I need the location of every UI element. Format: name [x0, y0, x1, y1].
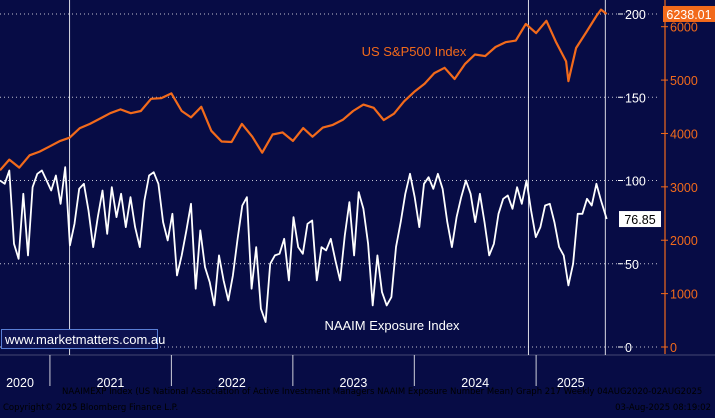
- sp500-axis-tick-6000: 6000: [670, 21, 698, 35]
- footer-description-row: NAAIMEXP Index (US National Association …: [0, 387, 715, 399]
- naaim-last-value-box: [619, 211, 661, 228]
- watermark-link[interactable]: www.marketmatters.com.au: [1, 329, 165, 349]
- naaim-axis-tick-50: 50: [625, 258, 639, 272]
- sp500-axis-tick-5000: 5000: [670, 74, 698, 88]
- sp500-axis-tick-3000: 3000: [670, 181, 698, 195]
- footer-description: NAAIMEXP Index (US National Association …: [62, 387, 703, 397]
- sp500-series-label: US S&P500 Index: [362, 44, 467, 59]
- series-layer: [0, 8, 608, 323]
- sp500-axis-tick-2000: 2000: [670, 234, 698, 248]
- footer-timestamp: 03-Aug-2025 08:19:02: [615, 403, 711, 413]
- naaim-last-value-label: 76.85: [624, 213, 655, 227]
- year-label-2020: 2020: [6, 376, 34, 390]
- naaim-axis-tick-150: 150: [625, 91, 646, 105]
- year-label-2024: 2024: [461, 376, 489, 390]
- sp500-axis-tick-4000: 4000: [670, 127, 698, 141]
- footer-copyright: Copyright© 2025 Bloomberg Finance L.P.: [3, 403, 179, 413]
- sp500-series-line: [0, 8, 608, 172]
- time-axis-bar: [0, 355, 715, 386]
- naaim-series-line: [0, 166, 608, 323]
- sp500-last-value-label: 6238.01: [666, 8, 711, 22]
- footer-meta-row: Copyright© 2025 Bloomberg Finance L.P. 0…: [0, 403, 715, 415]
- naaim-series-label: NAAIM Exposure Index: [324, 318, 460, 333]
- year-label-2022: 2022: [218, 376, 246, 390]
- naaim-axis-tick-200: 200: [625, 8, 646, 22]
- time-axis: 2020 2021 2022 2023 2024 2025: [0, 354, 715, 390]
- sp500-axis-tick-0: 0: [670, 341, 677, 355]
- axis-layer: 0501001502000100020003000400050006000623…: [618, 0, 715, 355]
- naaim-axis-tick-100: 100: [625, 175, 646, 189]
- sp500-last-value-box: [663, 5, 715, 22]
- sp500-axis-tick-1000: 1000: [670, 288, 698, 302]
- year-label-2021: 2021: [97, 376, 125, 390]
- year-label-2025: 2025: [557, 376, 585, 390]
- year-label-2023: 2023: [340, 376, 368, 390]
- naaim-axis-tick-0: 0: [625, 341, 632, 355]
